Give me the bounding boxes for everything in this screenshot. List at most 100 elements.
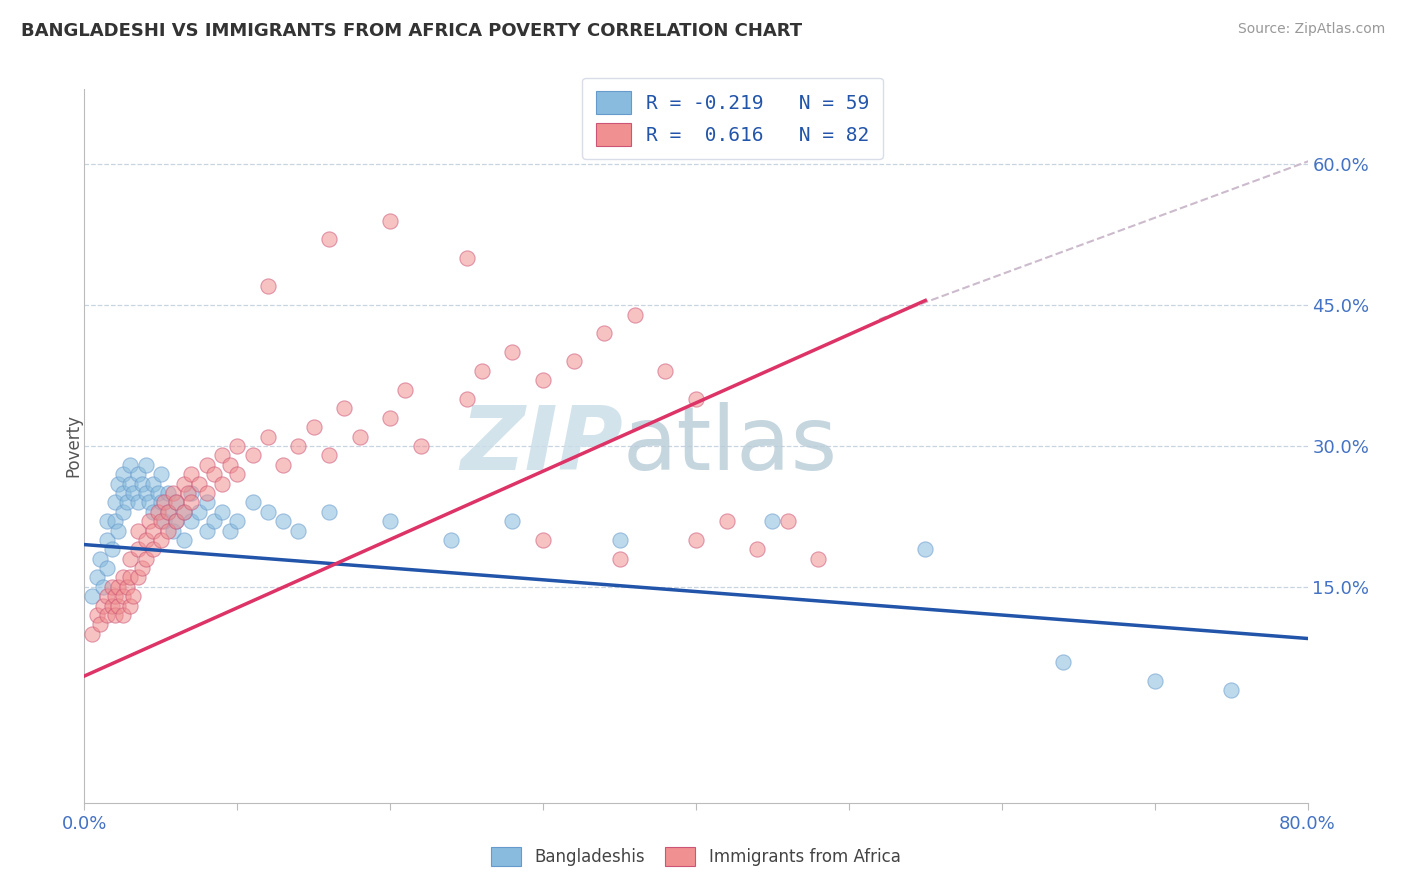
Text: ZIP: ZIP [460,402,623,490]
Point [96,607,118,622]
Point [107,524,129,538]
Point [226,467,249,482]
Point [89,551,111,566]
Point [177,486,200,500]
Point [195,458,218,472]
Point [257,505,280,519]
Point [302,420,325,434]
Point [226,514,249,528]
Point [135,458,157,472]
Point [104,589,127,603]
Point [502,345,524,359]
Point [180,514,202,528]
Point [593,326,616,341]
Point [287,439,309,453]
Point [86,570,108,584]
Point [111,607,134,622]
Point [138,514,160,528]
Point [165,514,187,528]
Point [138,495,160,509]
Text: Source: ZipAtlas.com: Source: ZipAtlas.com [1237,22,1385,37]
Point [107,580,129,594]
Point [115,495,138,509]
Point [218,458,240,472]
Point [91,599,114,613]
Text: BANGLADESHI VS IMMIGRANTS FROM AFRICA POVERTY CORRELATION CHART: BANGLADESHI VS IMMIGRANTS FROM AFRICA PO… [21,22,803,40]
Point [127,467,149,482]
Point [127,524,149,538]
Point [271,458,294,472]
Point [609,551,631,566]
Point [1052,655,1074,669]
Point [318,449,340,463]
Point [111,589,134,603]
Point [115,580,138,594]
Point [104,495,127,509]
Point [1143,673,1166,688]
Point [333,401,356,416]
Point [349,429,371,443]
Point [562,354,585,368]
Point [173,533,195,547]
Point [456,251,478,265]
Point [80,627,103,641]
Point [531,533,554,547]
Point [149,514,172,528]
Point [149,533,172,547]
Point [914,542,936,557]
Point [120,551,142,566]
Point [380,514,402,528]
Point [318,505,340,519]
Point [120,599,142,613]
Point [111,505,134,519]
Point [685,392,707,406]
Point [91,580,114,594]
Point [127,495,149,509]
Point [380,213,402,227]
Point [776,514,799,528]
Point [165,495,187,509]
Point [96,514,118,528]
Point [807,551,830,566]
Point [188,505,211,519]
Point [761,514,783,528]
Point [131,476,153,491]
Point [135,551,157,566]
Point [318,232,340,246]
Point [104,607,127,622]
Point [127,570,149,584]
Point [149,495,172,509]
Point [471,364,494,378]
Point [142,524,165,538]
Point [180,495,202,509]
Point [104,514,127,528]
Point [101,599,124,613]
Point [716,514,738,528]
Point [146,486,169,500]
Point [86,607,108,622]
Point [111,486,134,500]
Point [173,476,195,491]
Point [685,533,707,547]
Point [157,505,180,519]
Point [96,561,118,575]
Point [218,524,240,538]
Point [531,373,554,387]
Point [122,486,145,500]
Point [162,486,184,500]
Point [380,410,402,425]
Point [122,589,145,603]
Point [211,505,233,519]
Point [747,542,769,557]
Point [242,495,264,509]
Point [120,570,142,584]
Point [131,561,153,575]
Point [165,514,187,528]
Point [142,542,165,557]
Point [287,524,309,538]
Point [195,524,218,538]
Point [111,467,134,482]
Point [135,533,157,547]
Point [120,476,142,491]
Point [271,514,294,528]
